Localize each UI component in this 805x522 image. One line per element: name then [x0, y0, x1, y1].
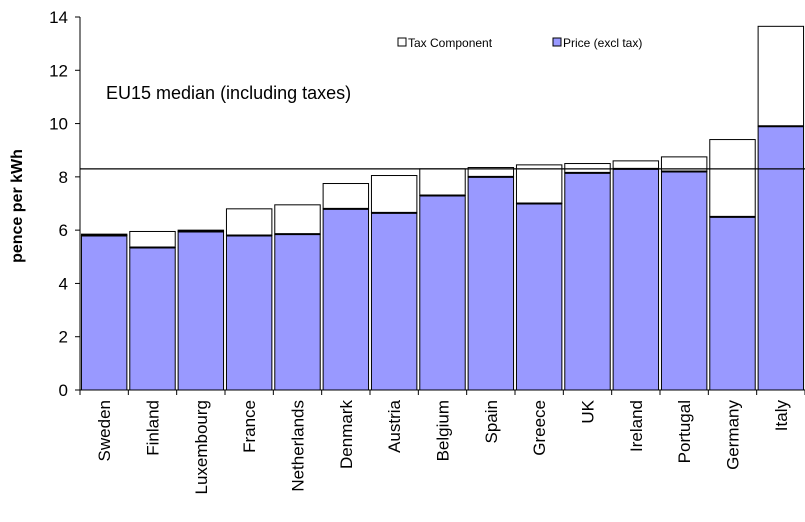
- bar-tax-germany: [709, 139, 756, 218]
- y-tick-label: 4: [59, 274, 68, 293]
- x-tick-label: UK: [579, 399, 598, 423]
- bar-price-denmark: [322, 208, 370, 391]
- x-tick-label: Netherlands: [289, 400, 308, 492]
- bar-price-belgium: [419, 195, 466, 391]
- bar-tax-austria: [370, 175, 418, 214]
- bar-tax-denmark: [322, 183, 370, 210]
- bar-tax-italy: [757, 25, 805, 127]
- y-tick-label: 6: [59, 221, 68, 240]
- bar-tax-netherlands: [274, 204, 321, 235]
- x-tick-label: Ireland: [627, 400, 646, 452]
- bar-price-sweden: [80, 234, 128, 391]
- bar-price-germany: [709, 216, 756, 391]
- bar-price-greece: [515, 203, 563, 391]
- legend-label: Price (excl tax): [563, 36, 642, 50]
- x-tick-label: Finland: [144, 400, 163, 456]
- y-tick-label: 14: [49, 8, 68, 27]
- y-tick-label: 8: [59, 168, 68, 187]
- bar-tax-belgium: [419, 168, 466, 197]
- bar-tax-greece: [515, 164, 563, 204]
- bar-price-austria: [370, 212, 418, 391]
- bar-price-netherlands: [274, 233, 321, 391]
- y-tick-label: 0: [59, 381, 68, 400]
- bar-price-finland: [129, 246, 176, 391]
- y-tick-label: 10: [49, 115, 68, 134]
- legend-label: Tax Component: [408, 36, 493, 50]
- bar-price-ireland: [612, 168, 660, 391]
- bar-tax-ireland: [612, 160, 660, 170]
- bar-price-portugal: [660, 171, 708, 391]
- bar-price-uk: [564, 172, 611, 391]
- x-tick-label: Italy: [772, 400, 791, 432]
- legend-swatch: [552, 37, 562, 47]
- x-tick-label: Greece: [530, 400, 549, 456]
- y-axis-ticks: 0 2 4 6 8 10 12 14: [49, 8, 80, 400]
- bar-price-italy: [757, 125, 805, 391]
- x-tick-label: Belgium: [434, 400, 453, 461]
- x-tick-label: Germany: [724, 400, 743, 470]
- bar-tax-finland: [129, 230, 176, 248]
- x-tick-label: Denmark: [337, 400, 356, 469]
- y-axis-label: pence per kWh: [9, 149, 26, 263]
- x-tick-label: Spain: [482, 400, 501, 443]
- bar-price-france: [225, 234, 273, 391]
- legend: Tax Component Price (excl tax): [397, 36, 642, 50]
- x-tick-label: Luxembourg: [192, 400, 211, 495]
- x-tick-label: France: [240, 400, 259, 453]
- bar-price-spain: [467, 176, 515, 391]
- median-annotation: EU15 median (including taxes): [106, 83, 351, 103]
- x-axis-labels: Sweden Finland Luxembourg France Netherlands…: [79, 390, 805, 495]
- x-tick-label: Austria: [385, 399, 404, 452]
- bar-tax-uk: [564, 163, 611, 174]
- x-tick-label: Sweden: [95, 400, 114, 461]
- y-tick-label: 12: [49, 61, 68, 80]
- bars: [80, 25, 805, 391]
- bar-tax-france: [225, 208, 273, 236]
- bar-price-luxembourg: [177, 230, 225, 391]
- x-tick-label: Portugal: [675, 400, 694, 463]
- legend-swatch: [397, 37, 407, 47]
- y-tick-label: 2: [59, 328, 68, 347]
